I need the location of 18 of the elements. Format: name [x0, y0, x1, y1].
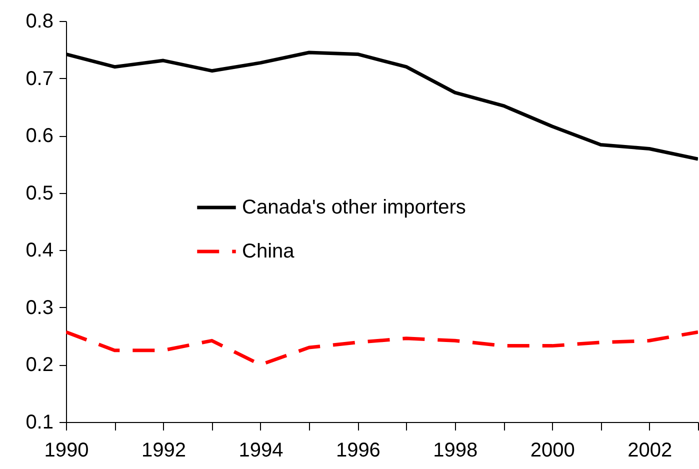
x-tick-label: 1990 — [44, 440, 89, 462]
line-series — [66, 330, 698, 366]
x-tick-label: 2000 — [530, 440, 575, 462]
x-tick-label: 1992 — [141, 440, 186, 462]
y-tick-label: 0.3 — [26, 296, 54, 319]
legend-label: China — [242, 240, 296, 262]
y-tick-label: 0.2 — [26, 354, 54, 376]
y-tick-label: 0.8 — [26, 10, 54, 32]
y-tick-label: 0.5 — [26, 182, 54, 204]
x-tick-label: 1994 — [238, 440, 284, 462]
y-tick-label: 0.6 — [26, 125, 54, 148]
x-tick-label: 1998 — [433, 440, 478, 462]
y-tick-label: 0.1 — [26, 412, 54, 434]
y-tick-label: 0.4 — [26, 240, 54, 262]
x-tick-label: 1996 — [336, 440, 380, 462]
legend-label: Canada's other importers — [242, 196, 466, 218]
x-tick-label: 2002 — [628, 440, 672, 462]
y-tick-label: 0.7 — [26, 68, 54, 90]
